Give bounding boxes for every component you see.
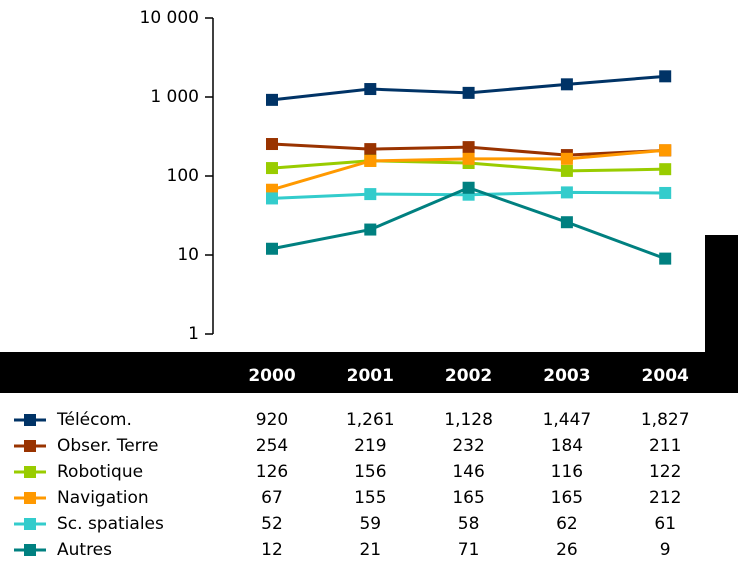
legend-marker [24,544,36,556]
series-marker [364,143,377,156]
y-tick-label: 100 [167,166,199,186]
table-value: 1,827 [641,410,690,430]
series-marker [560,78,573,91]
series-marker [364,188,377,201]
table-value: 12 [261,540,283,560]
series-marker [364,154,377,167]
series-marker [659,186,672,199]
table-value: 156 [354,462,386,482]
table-value: 59 [359,514,381,534]
legend-label: Obser. Terre [57,436,158,456]
table-header-band [0,352,738,393]
x-tick-label: 2004 [642,366,689,386]
table-value: 52 [261,514,283,534]
series-marker [659,144,672,157]
series-marker [364,83,377,96]
series-marker [659,70,672,83]
series-marker [560,186,573,199]
x-tick-label: 2003 [543,366,590,386]
table-value: 212 [649,488,681,508]
legend-marker [24,492,36,504]
series-marker [266,162,278,175]
legend-label: Navigation [57,488,149,508]
series-marker [462,152,475,165]
table-value: 1,261 [346,410,395,430]
x-tick-label: 2000 [248,366,295,386]
series-marker [560,216,573,229]
table-value: 126 [256,462,288,482]
y-tick-label: 10 [177,245,199,265]
side-block [705,235,738,393]
table-value: 61 [654,514,676,534]
series-marker [266,138,278,151]
x-tick-label: 2001 [347,366,394,386]
y-tick-label: 10 000 [140,8,199,28]
legend-label: Autres [57,540,112,560]
table-value: 122 [649,462,681,482]
table-value: 146 [452,462,484,482]
table-value: 26 [556,540,578,560]
table-value: 9 [660,540,671,560]
table-value: 165 [551,488,583,508]
series-marker [560,152,573,165]
series-marker [462,141,475,154]
table-value: 62 [556,514,578,534]
table-value: 116 [551,462,583,482]
table-value: 211 [649,436,681,456]
series-marker [266,93,278,106]
legend-marker [24,466,36,478]
table-value: 254 [256,436,288,456]
x-tick-label: 2002 [445,366,492,386]
legend-marker [24,414,36,426]
series-marker [462,181,475,194]
table-value: 920 [256,410,288,430]
table-value: 155 [354,488,386,508]
table-value: 184 [551,436,583,456]
series-marker [659,252,672,265]
table-value: 21 [359,540,381,560]
series-marker [462,86,475,99]
table-value: 58 [458,514,480,534]
table-value: 1,128 [444,410,493,430]
table-value: 71 [458,540,480,560]
legend-label: Télécom. [56,410,132,430]
legend-marker [24,440,36,452]
table-value: 165 [452,488,484,508]
y-tick-label: 1 000 [150,87,199,107]
table-value: 232 [452,436,484,456]
legend-label: Sc. spatiales [57,514,164,534]
table-value: 1,447 [543,410,592,430]
series-marker [560,164,573,177]
series-marker [364,223,377,236]
series-marker [266,192,278,205]
y-tick-label: 1 [188,324,199,344]
series-marker [266,242,278,255]
legend-marker [24,518,36,530]
legend-label: Robotique [57,462,143,482]
table-value: 219 [354,436,386,456]
table-value: 67 [261,488,283,508]
series-marker [659,163,672,176]
